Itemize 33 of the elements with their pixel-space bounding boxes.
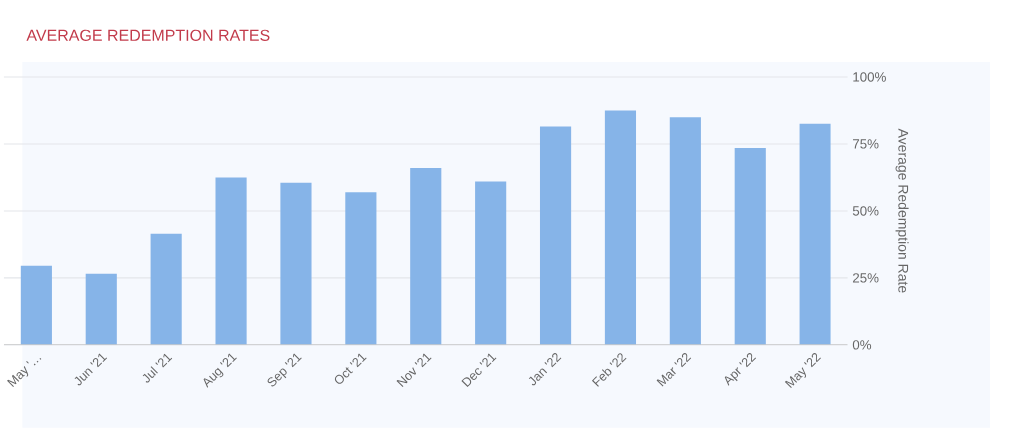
x-tick-label: Dec '21 [461, 353, 497, 388]
bar [150, 233, 182, 345]
x-tick-label: May '… [7, 358, 42, 388]
x-tick-label: Jan '22 [528, 353, 562, 386]
bar [215, 177, 247, 345]
x-tick-label: Nov '21 [396, 353, 432, 388]
bar [345, 192, 377, 345]
x-tick-label: Apr '22 [724, 353, 757, 386]
y-tick-label: 50% [852, 206, 879, 216]
bar [669, 117, 701, 345]
x-tick-label: May '22 [784, 353, 821, 389]
bar [20, 265, 52, 345]
chart-title: AVERAGE REDEMPTION RATES [26, 29, 270, 42]
bar [734, 148, 766, 345]
y-tick-label: 25% [852, 273, 879, 283]
y-tick-label: 0% [852, 340, 872, 350]
x-tick-label: Jul '21 [142, 353, 173, 383]
y-tick-label: 100% [853, 72, 886, 82]
bar [475, 181, 507, 345]
bar [280, 182, 312, 345]
bar [85, 273, 117, 345]
bar [799, 123, 831, 345]
y-tick-label: 75% [853, 139, 879, 149]
bar [539, 126, 572, 345]
x-tick-label: Sep '21 [267, 353, 302, 387]
x-tick-label: Jun '21 [74, 353, 108, 386]
x-tick-label: Oct '21 [334, 353, 367, 384]
bar [604, 110, 637, 345]
y-axis-title: Average Redemption Rate [895, 128, 909, 293]
x-tick-label: Mar '22 [656, 353, 692, 387]
x-tick-label: Aug '21 [203, 353, 237, 388]
x-tick-label: Feb '22 [591, 353, 627, 387]
bar [410, 168, 442, 345]
